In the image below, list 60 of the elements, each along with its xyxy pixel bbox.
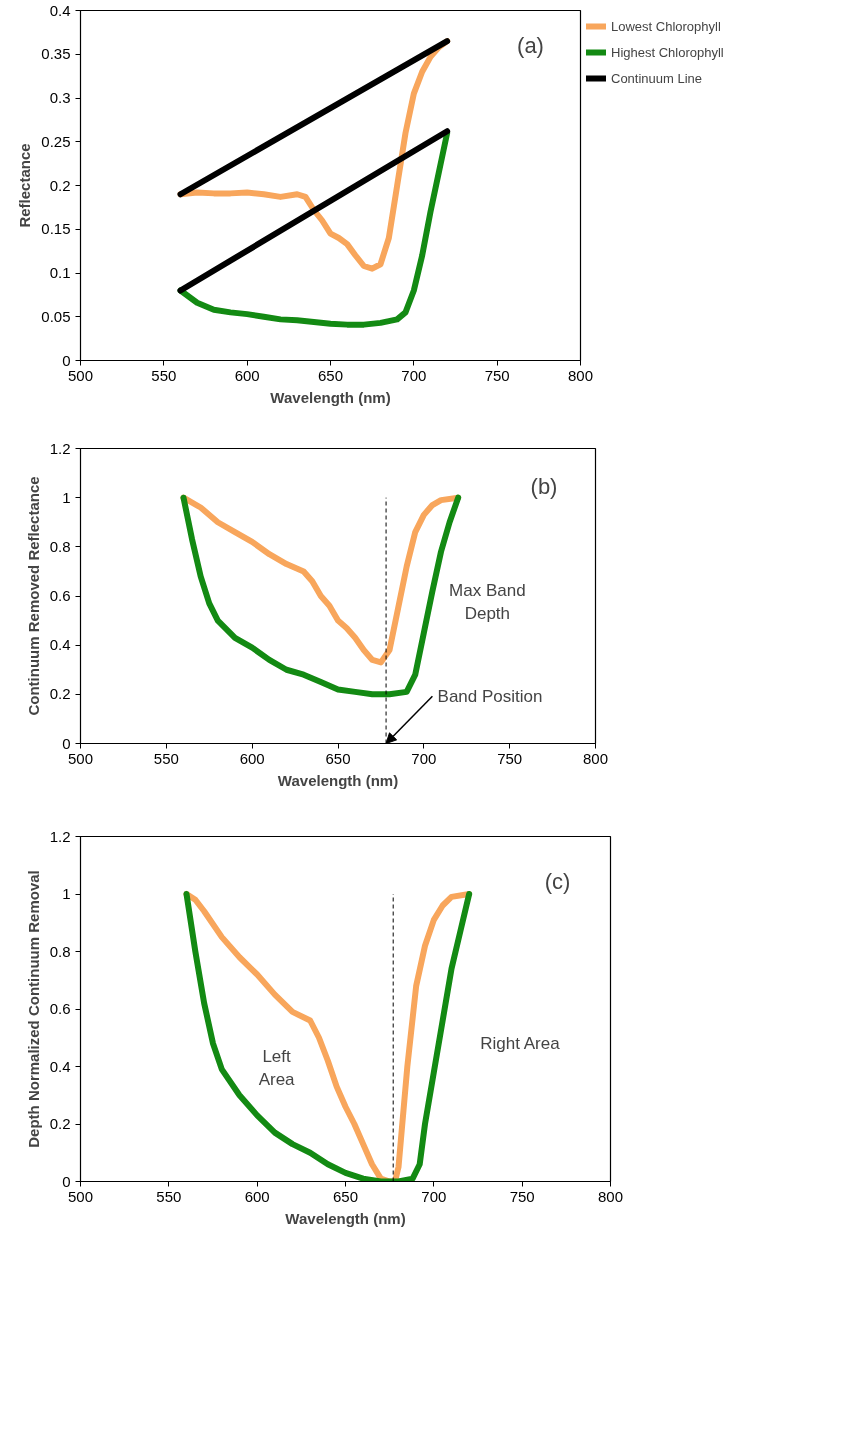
y-axis-title: Continuum Removed Reflectance	[24, 476, 42, 716]
y-tick-label: 0.8	[49, 537, 71, 555]
annotation: Left Area	[258, 1046, 296, 1089]
annotation: (a)	[517, 33, 544, 58]
y-tick-label: 0.8	[49, 942, 71, 960]
y-tick-label: 0.4	[49, 1057, 71, 1075]
x-tick-label: 800	[567, 366, 594, 384]
annotation: Max Band Depth	[449, 581, 526, 623]
annotation: (b)	[530, 474, 558, 500]
y-tick-label: 1.2	[49, 827, 71, 845]
x-tick-label: 650	[332, 1187, 359, 1205]
x-tick-label: 550	[153, 749, 179, 767]
y-tick-label: 0.2	[49, 176, 71, 194]
y-tick-label: 0.2	[49, 1115, 71, 1132]
x-tick-label: 700	[421, 1187, 447, 1205]
y-tick-label: 1	[62, 885, 71, 902]
annotation: Band Position	[437, 686, 543, 706]
annotation: (c)	[544, 868, 571, 894]
x-axis-title: Wavelength (nm)	[277, 771, 399, 789]
x-tick-label: 500	[67, 366, 94, 384]
y-tick-label: 0.1	[49, 264, 71, 281]
legend-label: Highest Chlorophyll	[611, 44, 724, 60]
y-tick-label: 0.4	[49, 636, 71, 654]
y-tick-label: 0	[62, 734, 71, 752]
y-tick-label: 0.3	[49, 89, 71, 106]
x-tick-label: 700	[401, 366, 427, 384]
x-tick-label: 500	[67, 1187, 94, 1205]
y-tick-label: 1	[62, 488, 71, 506]
x-tick-label: 750	[484, 366, 510, 384]
legend-label: Continuum Line	[611, 70, 703, 86]
x-axis-title: Wavelength (nm)	[270, 388, 391, 406]
y-tick-label: 0.2	[49, 685, 71, 703]
y-tick-label: 0.35	[41, 45, 71, 63]
annotation: Right Area	[480, 1034, 561, 1053]
y-axis-title: Reflectance	[16, 143, 34, 228]
x-tick-label: 700	[411, 749, 437, 767]
x-tick-label: 600	[244, 1187, 270, 1205]
y-tick-label: 0.4	[49, 1, 71, 19]
legend-label: Lowest Chlorophyll	[611, 18, 721, 34]
x-tick-label: 600	[234, 366, 260, 384]
y-tick-label: 0.25	[41, 132, 71, 150]
x-tick-label: 800	[597, 1187, 624, 1205]
x-tick-label: 550	[156, 1187, 182, 1205]
x-tick-label: 750	[497, 749, 523, 767]
x-tick-label: 750	[509, 1187, 535, 1205]
y-tick-label: 0.6	[49, 587, 71, 604]
x-tick-label: 600	[239, 749, 265, 767]
x-tick-label: 650	[317, 366, 344, 384]
y-tick-label: 1.2	[49, 439, 71, 457]
x-tick-label: 650	[325, 749, 351, 767]
x-tick-label: 800	[582, 749, 609, 767]
x-tick-label: 500	[67, 749, 94, 767]
x-tick-label: 550	[151, 366, 177, 384]
y-axis-title: Depth Normalized Continuum Removal	[24, 870, 42, 1148]
y-tick-label: 0	[62, 1172, 71, 1190]
y-tick-label: 0.6	[49, 1000, 71, 1017]
x-axis-title: Wavelength (nm)	[285, 1209, 406, 1227]
y-tick-label: 0.15	[41, 220, 71, 238]
y-tick-label: 0	[62, 351, 71, 369]
y-tick-label: 0.05	[41, 307, 71, 325]
